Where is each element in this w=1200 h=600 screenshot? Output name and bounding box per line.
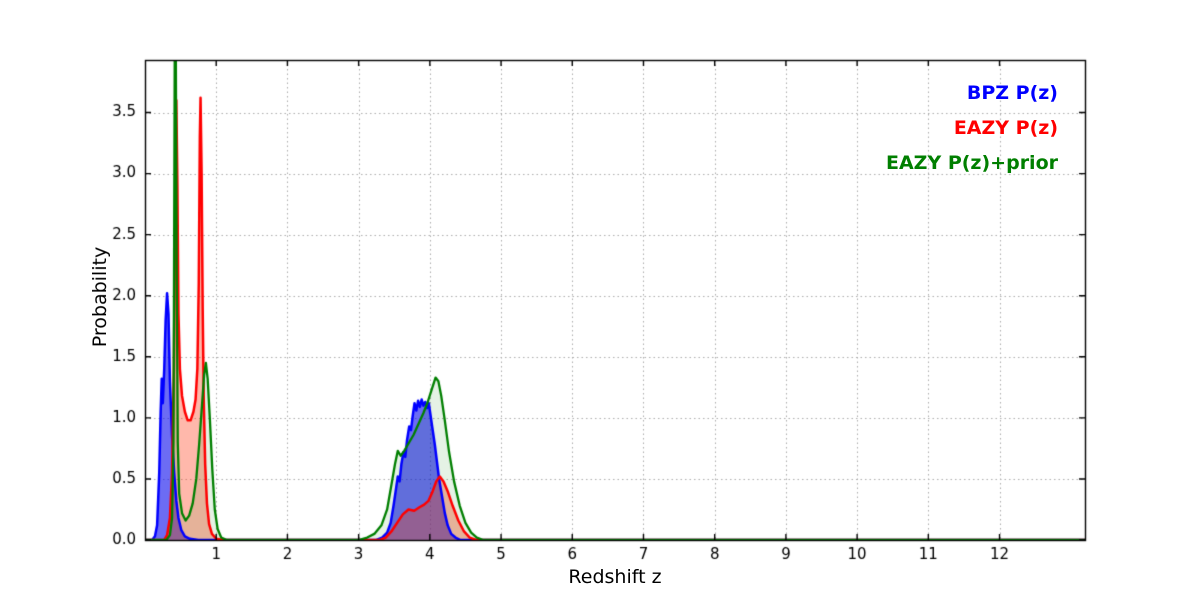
legend-item-eazy-prior: EAZY P(z)+prior <box>885 152 1058 174</box>
legend-item-eazy: EAZY P(z) <box>953 117 1058 139</box>
legend-item-bpz: BPZ P(z) <box>966 82 1058 104</box>
legend: BPZ P(z) EAZY P(z) EAZY P(z)+prior <box>886 76 1058 181</box>
x-axis-label: Redshift z <box>568 566 662 588</box>
y-axis-label: Probability <box>89 246 111 348</box>
